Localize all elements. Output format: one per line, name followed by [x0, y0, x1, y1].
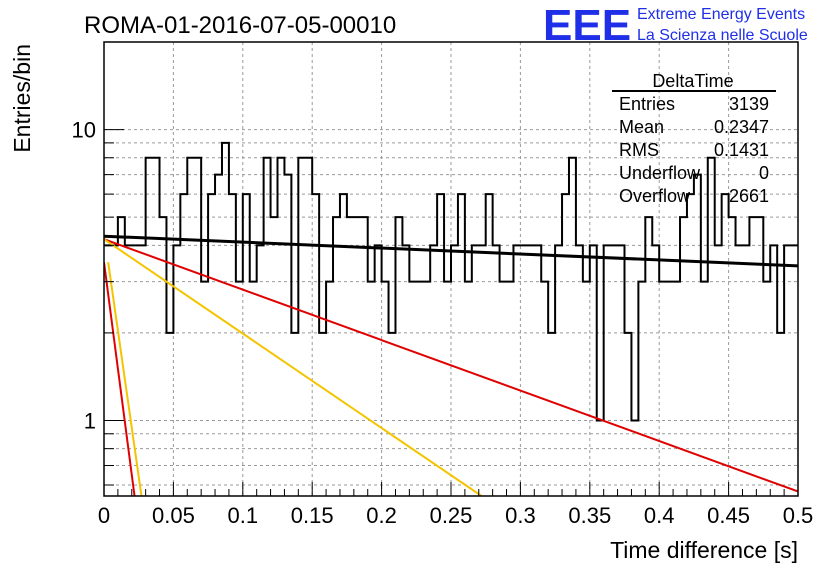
- stats-label: Overflow: [619, 186, 691, 206]
- plot-frame: [103, 41, 799, 497]
- fit-layer: [104, 234, 798, 496]
- x-tick-label: 0.35: [568, 503, 611, 528]
- stats-label: Underflow: [619, 163, 701, 183]
- x-tick-label: 0.4: [644, 503, 675, 528]
- stats-label: RMS: [619, 140, 659, 160]
- stats-box: DeltaTime Entries 3139 Mean 0.2347 RMS 0…: [612, 71, 776, 206]
- stats-value: 0.2347: [714, 117, 769, 137]
- x-tick-label: 0.5: [783, 503, 814, 528]
- x-tick-label: 0.25: [430, 503, 473, 528]
- fit-line: [104, 262, 136, 496]
- stats-value: 2661: [729, 186, 769, 206]
- x-tick-label: 0.15: [291, 503, 334, 528]
- fit-line: [107, 262, 143, 496]
- x-tick-label: 0.1: [228, 503, 259, 528]
- y-tick-label: 1: [84, 408, 96, 433]
- fit-line: [104, 234, 798, 268]
- fit-line: [104, 238, 798, 493]
- stats-label: Entries: [619, 94, 675, 114]
- stats-value: 0: [759, 163, 769, 183]
- x-tick-label: 0.05: [152, 503, 195, 528]
- x-tick-label: 0: [98, 503, 110, 528]
- x-axis-label: Time difference [s]: [610, 537, 798, 563]
- stats-value: 0.1431: [714, 140, 769, 160]
- y-axis-label: Entries/bin: [9, 44, 35, 153]
- x-tick-label: 0.2: [366, 503, 397, 528]
- fit-line: [104, 238, 483, 496]
- x-tick-label: 0.3: [505, 503, 536, 528]
- histogram-layer: [104, 141, 798, 422]
- stats-title: DeltaTime: [652, 71, 733, 91]
- stats-label: Mean: [619, 117, 664, 137]
- plot-title: ROMA-01-2016-07-05-00010: [84, 12, 396, 39]
- y-tick-label: 10: [72, 118, 96, 143]
- stats-value: 3139: [729, 94, 769, 114]
- histogram-outline: [104, 141, 798, 422]
- logo-line-1: Extreme Energy Events: [637, 6, 805, 23]
- logo-line-2: La Scienza nelle Scuole: [637, 27, 808, 44]
- x-tick-label: 0.45: [707, 503, 750, 528]
